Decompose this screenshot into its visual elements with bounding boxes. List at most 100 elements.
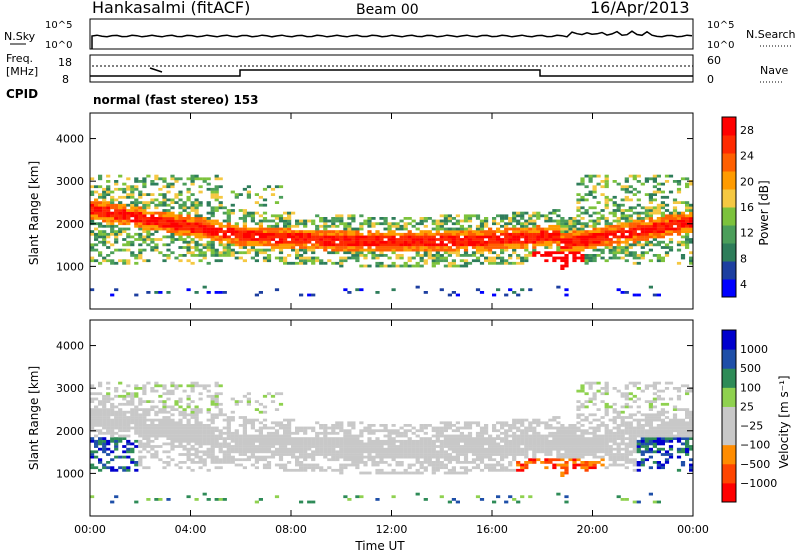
velocity-cell [463, 466, 469, 470]
velocity-cell [656, 434, 661, 438]
power-cell [500, 256, 505, 260]
power-cell [455, 222, 460, 226]
power-cell [238, 209, 243, 212]
velocity-cell [479, 450, 485, 454]
velocity-cell [194, 453, 199, 456]
power-cell [291, 232, 296, 236]
velocity-cell [186, 447, 191, 451]
power-cell [592, 185, 597, 189]
power-cell [411, 256, 416, 260]
power-cell [668, 224, 674, 228]
power-cell [608, 240, 613, 244]
power-cell [648, 222, 653, 226]
power-cell [391, 246, 396, 249]
velocity-cell [524, 463, 529, 467]
power-cell [206, 187, 211, 191]
power-cell [548, 240, 553, 244]
velocity-cell [467, 445, 473, 448]
velocity-cell [640, 434, 645, 438]
velocity-cell [564, 500, 569, 504]
power-cell [110, 214, 115, 218]
power-cell [676, 222, 682, 226]
velocity-cell [110, 402, 115, 406]
power-cell [154, 177, 159, 181]
velocity-cell [210, 416, 215, 419]
velocity-cell [274, 392, 280, 396]
velocity-cell [150, 389, 155, 393]
power-cell [371, 222, 376, 226]
velocity-cell [512, 445, 517, 448]
power-cell [150, 217, 155, 220]
power-cell [668, 190, 674, 194]
velocity-cell [676, 426, 682, 430]
power-cell [439, 243, 444, 247]
velocity-cell [319, 442, 324, 446]
power-cell [283, 246, 288, 249]
power-cell [142, 193, 147, 196]
power-cell [685, 185, 690, 189]
velocity-cell [283, 426, 288, 430]
velocity-cell [520, 437, 525, 440]
power-cell [315, 246, 320, 249]
power-cell [604, 217, 609, 220]
velocity-cell [604, 450, 609, 454]
velocity-cell [206, 453, 211, 456]
power-cell [484, 235, 489, 239]
power-cell [142, 203, 147, 207]
power-cell [258, 243, 263, 247]
velocity-cell [186, 466, 191, 470]
power-cell [532, 227, 537, 231]
velocity-cell [134, 408, 139, 411]
velocity-cell [331, 429, 336, 433]
velocity-cell [246, 392, 251, 396]
power-cell [632, 235, 637, 239]
power-cell [379, 217, 384, 220]
velocity-cell [122, 413, 127, 417]
velocity-cell [459, 439, 464, 443]
velocity-cell [443, 455, 448, 459]
velocity-cell [652, 431, 657, 435]
power-cell [339, 238, 344, 241]
power-cell [552, 224, 557, 228]
velocity-cell [415, 442, 420, 446]
power-cell [363, 238, 368, 241]
velocity-cell [210, 400, 215, 403]
power-cell [524, 259, 529, 263]
power-cell [194, 219, 199, 223]
velocity-cell [689, 463, 693, 467]
velocity-cell [142, 429, 147, 433]
velocity-cell [98, 384, 103, 388]
power-cell [114, 206, 119, 210]
power-bar-swatch [722, 225, 736, 244]
velocity-cell [130, 442, 135, 446]
power-cell [98, 211, 103, 215]
velocity-cell [608, 439, 613, 443]
velocity-cell [544, 466, 549, 470]
power-cell [492, 243, 497, 247]
velocity-cell [451, 471, 456, 475]
velocity-cell [295, 463, 300, 467]
power-cell [262, 219, 268, 223]
power-cell [347, 214, 352, 218]
velocity-cell [584, 450, 589, 454]
power-cell [520, 217, 525, 220]
velocity-cell [391, 439, 396, 443]
velocity-cell [222, 445, 227, 448]
velocity-cell [676, 424, 682, 427]
power-cell [363, 264, 368, 268]
power-cell [656, 227, 661, 231]
velocity-cell [620, 416, 625, 419]
freq-line [90, 69, 693, 77]
power-cell [640, 232, 645, 236]
power-cell [250, 219, 255, 223]
power-cell [660, 219, 665, 223]
power-cell [375, 230, 380, 233]
power-cell [347, 291, 352, 294]
power-cell [90, 203, 95, 207]
velocity-cell [600, 421, 605, 425]
power-cell [122, 182, 127, 186]
velocity-cell [303, 463, 308, 467]
velocity-cell [250, 434, 255, 438]
velocity-cell [656, 424, 661, 427]
velocity-cell [596, 434, 601, 438]
